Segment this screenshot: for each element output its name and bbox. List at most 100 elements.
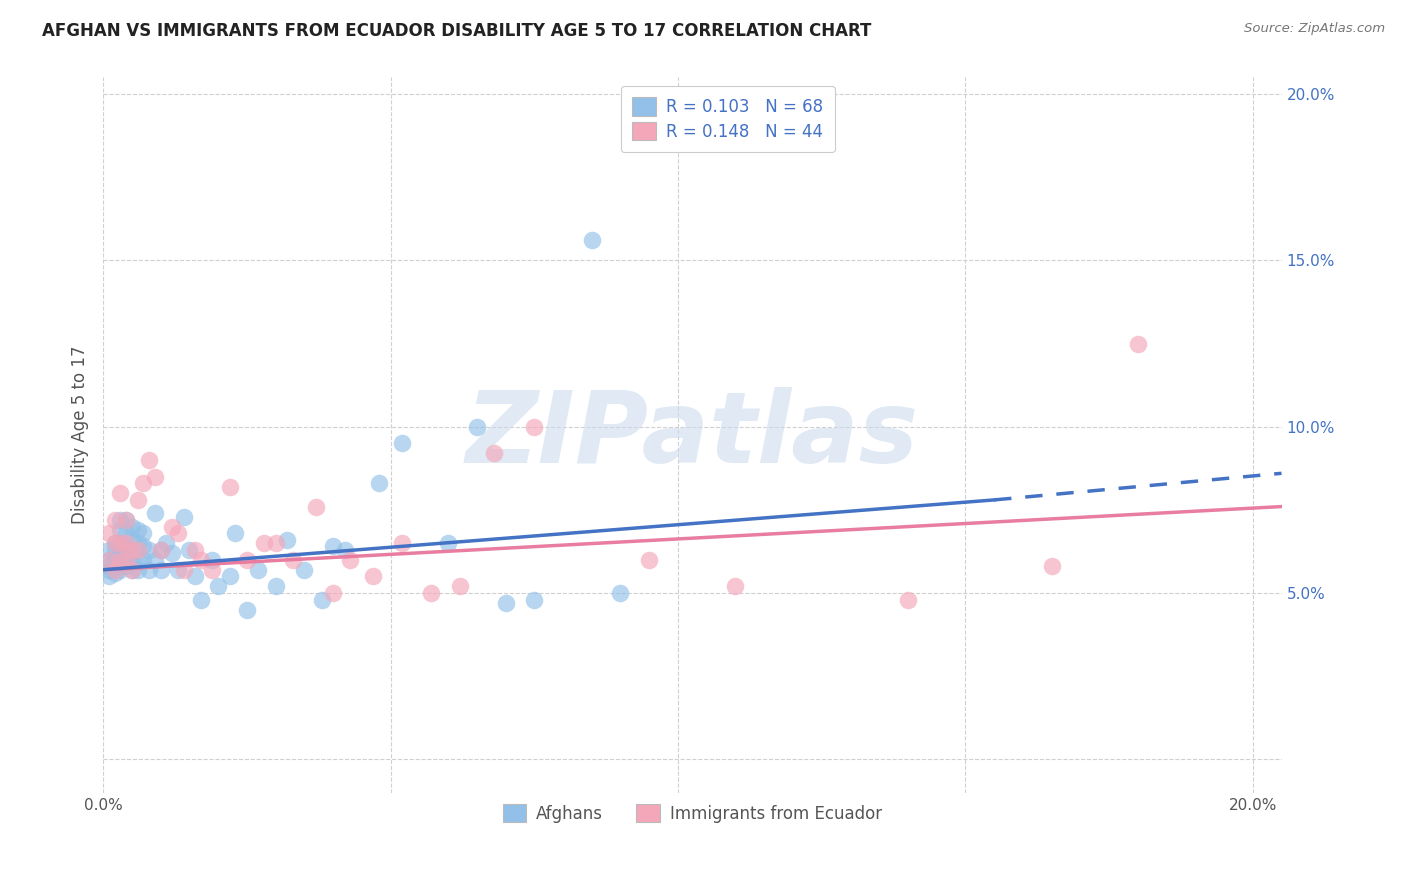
Point — [97, 526, 120, 541]
Point — [110, 553, 132, 567]
Point — [391, 436, 413, 450]
Point — [236, 603, 259, 617]
Text: ZIPatlas: ZIPatlas — [465, 386, 920, 483]
Point — [104, 566, 127, 580]
Point — [104, 563, 127, 577]
Point — [138, 563, 160, 577]
Point — [155, 536, 177, 550]
Point — [236, 553, 259, 567]
Point — [121, 542, 143, 557]
Point — [97, 569, 120, 583]
Point — [121, 563, 143, 577]
Point — [495, 596, 517, 610]
Point — [121, 553, 143, 567]
Point — [104, 553, 127, 567]
Point — [166, 526, 188, 541]
Point — [127, 553, 149, 567]
Point — [143, 506, 166, 520]
Point — [127, 523, 149, 537]
Point — [97, 553, 120, 567]
Point — [115, 513, 138, 527]
Point — [121, 563, 143, 577]
Point — [184, 569, 207, 583]
Point — [173, 509, 195, 524]
Point — [143, 553, 166, 567]
Point — [104, 559, 127, 574]
Point — [224, 526, 246, 541]
Point — [97, 553, 120, 567]
Point — [97, 542, 120, 557]
Point — [97, 559, 120, 574]
Point — [201, 553, 224, 567]
Text: AFGHAN VS IMMIGRANTS FROM ECUADOR DISABILITY AGE 5 TO 17 CORRELATION CHART: AFGHAN VS IMMIGRANTS FROM ECUADOR DISABI… — [42, 22, 872, 40]
Point — [368, 476, 391, 491]
Point — [115, 540, 138, 554]
Point — [115, 513, 138, 527]
Point — [132, 526, 155, 541]
Point — [104, 513, 127, 527]
Point — [897, 592, 920, 607]
Point — [724, 579, 747, 593]
Point — [322, 586, 344, 600]
Point — [363, 569, 385, 583]
Point — [143, 469, 166, 483]
Point — [190, 553, 212, 567]
Point — [391, 536, 413, 550]
Point — [465, 419, 488, 434]
Point — [523, 592, 546, 607]
Point — [184, 542, 207, 557]
Point — [253, 536, 276, 550]
Point — [166, 563, 188, 577]
Point — [523, 419, 546, 434]
Point — [104, 553, 127, 567]
Point — [339, 553, 361, 567]
Point — [132, 476, 155, 491]
Point — [247, 563, 270, 577]
Point — [110, 513, 132, 527]
Point — [97, 563, 120, 577]
Legend: Afghans, Immigrants from Ecuador: Afghans, Immigrants from Ecuador — [491, 792, 894, 834]
Point — [201, 563, 224, 577]
Point — [121, 519, 143, 533]
Point — [218, 480, 240, 494]
Point — [264, 579, 287, 593]
Point — [115, 553, 138, 567]
Point — [638, 553, 661, 567]
Point — [281, 553, 304, 567]
Point — [132, 540, 155, 554]
Point — [276, 533, 298, 547]
Point — [179, 542, 201, 557]
Point — [311, 592, 333, 607]
Point — [115, 526, 138, 541]
Point — [110, 536, 132, 550]
Point — [581, 234, 603, 248]
Point — [121, 533, 143, 547]
Point — [127, 563, 149, 577]
Point — [110, 523, 132, 537]
Point — [1040, 559, 1063, 574]
Y-axis label: Disability Age 5 to 17: Disability Age 5 to 17 — [72, 346, 89, 524]
Point — [190, 592, 212, 607]
Point — [149, 542, 172, 557]
Point — [104, 536, 127, 550]
Point — [104, 542, 127, 557]
Point — [115, 553, 138, 567]
Point — [110, 553, 132, 567]
Point — [333, 542, 356, 557]
Point — [173, 563, 195, 577]
Text: Source: ZipAtlas.com: Source: ZipAtlas.com — [1244, 22, 1385, 36]
Point — [218, 569, 240, 583]
Point — [110, 542, 132, 557]
Point — [207, 579, 229, 593]
Point — [160, 519, 183, 533]
Point — [110, 536, 132, 550]
Point — [149, 542, 172, 557]
Point — [110, 563, 132, 577]
Point — [115, 559, 138, 574]
Point — [138, 453, 160, 467]
Point — [305, 500, 328, 514]
Point — [264, 536, 287, 550]
Point — [110, 559, 132, 574]
Point — [292, 563, 315, 577]
Point — [104, 536, 127, 550]
